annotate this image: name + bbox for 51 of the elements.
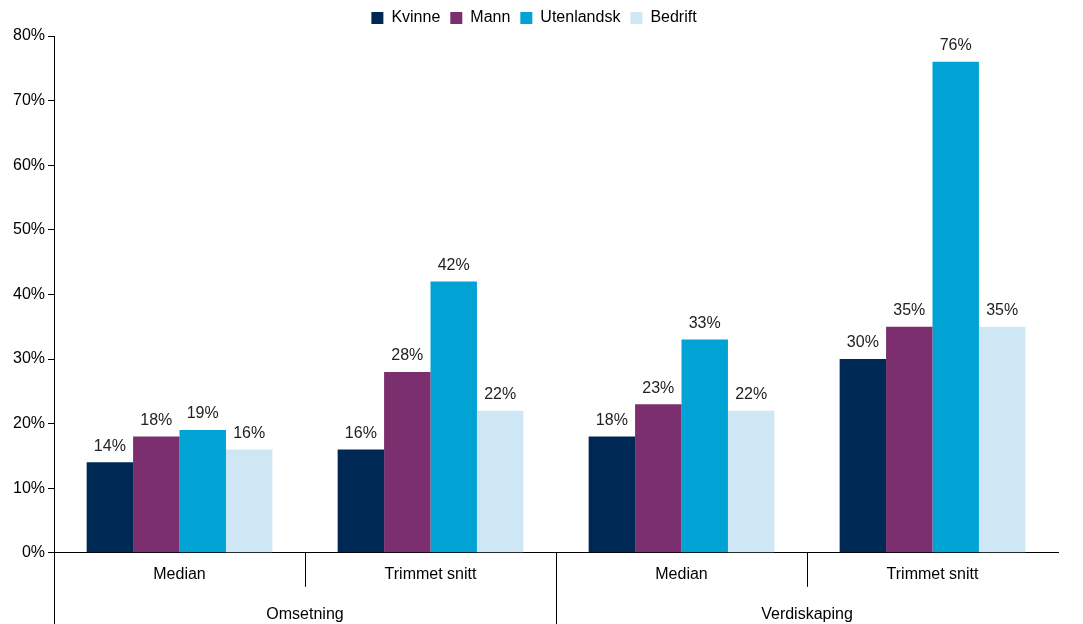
data-label: 14% [93, 436, 126, 454]
legend-label: Bedrift [650, 8, 698, 26]
x-tick-label: Median [655, 564, 708, 582]
bar [133, 436, 180, 553]
y-tick-label: 70% [12, 91, 46, 109]
bar [476, 410, 524, 553]
bar [932, 61, 979, 553]
bar [978, 326, 1026, 553]
data-label: 22% [735, 385, 768, 403]
data-label: 35% [986, 301, 1019, 319]
bar [337, 449, 385, 553]
y-tick-label: 80% [12, 26, 46, 44]
data-label: 28% [391, 346, 424, 364]
y-tick-label: 50% [12, 220, 46, 238]
data-label: 76% [939, 36, 972, 54]
y-tick-label: 0% [21, 543, 46, 561]
data-label: 16% [344, 423, 377, 441]
bar [886, 326, 933, 553]
text: Verdiskaping [761, 605, 853, 623]
legend-label: Kvinne [391, 8, 441, 26]
data-label: 30% [846, 333, 879, 351]
bar [86, 462, 134, 553]
data-label: 19% [186, 404, 219, 422]
bar [635, 404, 682, 553]
y-tick-label: 10% [12, 478, 46, 496]
data-label: 33% [688, 314, 721, 332]
bar [430, 281, 477, 553]
x-tick-label: Trimmet snitt [886, 564, 979, 582]
legend-label: Mann [470, 8, 511, 26]
data-label: 18% [595, 410, 628, 428]
bar [179, 430, 226, 553]
data-label: 42% [437, 255, 470, 273]
x-tick-label: Trimmet snitt [384, 564, 477, 582]
bar [839, 359, 887, 553]
data-label: 23% [642, 378, 675, 396]
y-tick-label: 40% [12, 284, 46, 302]
bar [225, 449, 273, 553]
bar [588, 436, 636, 553]
y-tick-label: 20% [12, 414, 46, 432]
x-tick-label: Median [153, 564, 206, 582]
text: Omsetning [266, 605, 344, 623]
bar [681, 339, 728, 553]
bar [384, 371, 431, 553]
data-label: 16% [233, 423, 266, 441]
y-tick-label: 60% [12, 155, 46, 173]
data-label: 35% [893, 301, 926, 319]
legend-label: Utenlandsk [540, 8, 622, 26]
data-label: 22% [484, 385, 517, 403]
data-label: 18% [140, 410, 173, 428]
y-tick-label: 30% [12, 349, 46, 367]
bar [727, 410, 775, 553]
